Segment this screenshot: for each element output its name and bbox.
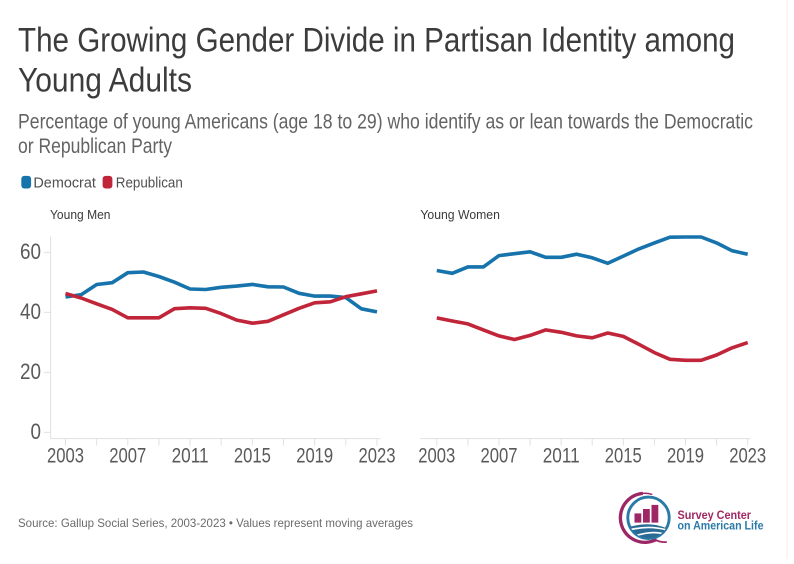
svg-text:on American Life: on American Life — [678, 518, 764, 532]
svg-text:2015: 2015 — [234, 444, 271, 468]
svg-text:2003: 2003 — [47, 444, 84, 468]
svg-text:20: 20 — [20, 359, 41, 384]
svg-text:2019: 2019 — [667, 444, 704, 468]
svg-text:Young Adults: Young Adults — [18, 61, 192, 99]
svg-text:2019: 2019 — [296, 444, 333, 468]
svg-text:2007: 2007 — [109, 444, 146, 468]
svg-text:2015: 2015 — [605, 444, 642, 468]
svg-text:Republican: Republican — [116, 176, 183, 192]
svg-text:0: 0 — [31, 419, 42, 444]
svg-text:40: 40 — [20, 299, 41, 324]
svg-text:2003: 2003 — [418, 444, 455, 468]
svg-text:Young Women: Young Women — [420, 208, 500, 222]
svg-text:2023: 2023 — [359, 444, 396, 468]
svg-text:The Growing Gender Divide in P: The Growing Gender Divide in Partisan Id… — [18, 22, 735, 60]
svg-text:Young Men: Young Men — [50, 208, 111, 222]
svg-text:2011: 2011 — [543, 444, 580, 468]
svg-text:or Republican Party: or Republican Party — [18, 135, 172, 158]
svg-text:2023: 2023 — [729, 444, 766, 468]
svg-text:Survey Center: Survey Center — [678, 508, 752, 522]
svg-text:Percentage of young Americans: Percentage of young Americans (age 18 to… — [18, 110, 753, 133]
svg-text:2007: 2007 — [481, 444, 518, 468]
svg-text:Democrat: Democrat — [33, 176, 96, 192]
svg-text:Source: Gallup Social Series,: Source: Gallup Social Series, 2003-2023 … — [18, 516, 413, 530]
svg-text:60: 60 — [20, 239, 41, 264]
svg-text:2011: 2011 — [172, 444, 209, 468]
